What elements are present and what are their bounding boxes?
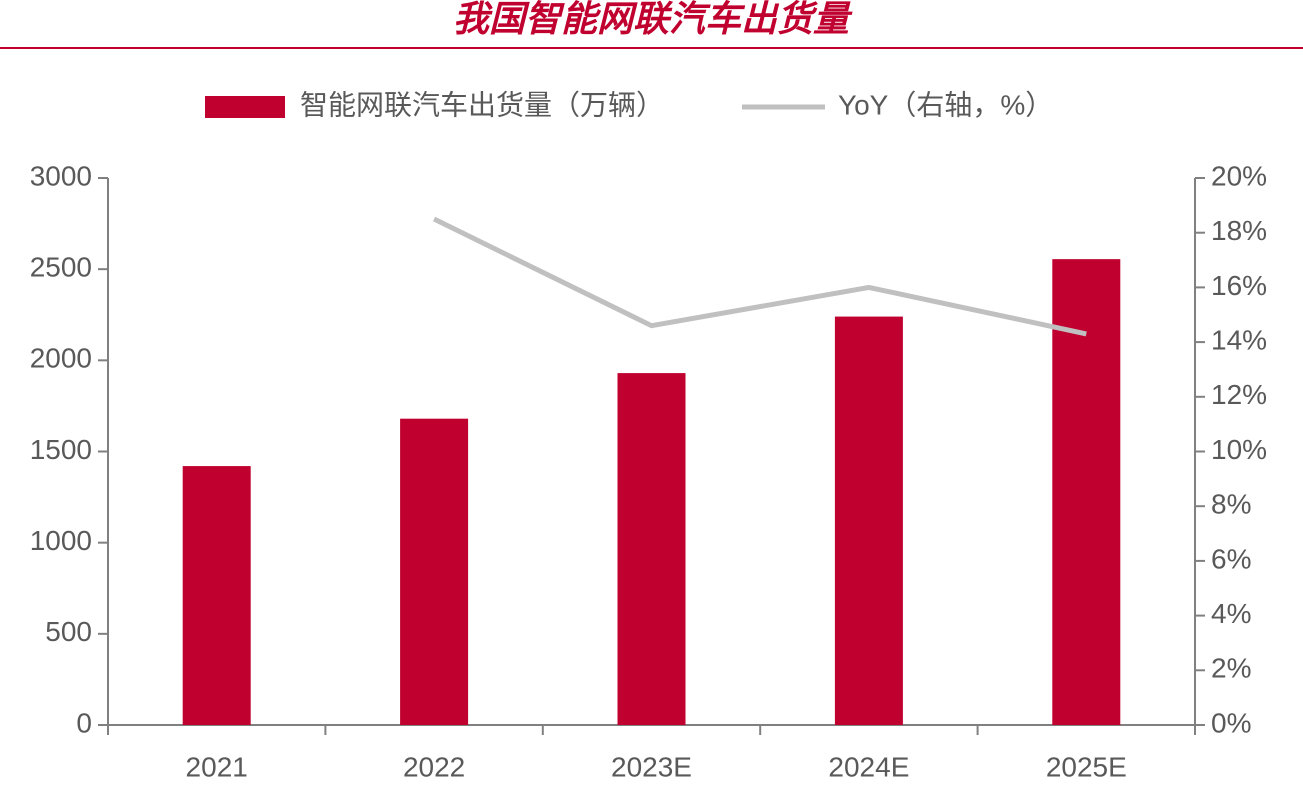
legend-label: YoY（右轴，%）: [838, 89, 1053, 120]
x-tick-label: 2025E: [1046, 751, 1127, 782]
y-tick-label: 500: [45, 616, 92, 647]
legend-label: 智能网联汽车出货量（万辆）: [300, 89, 664, 120]
y-tick-label: 2500: [30, 252, 92, 283]
chart-title: 我国智能网联汽车出货量: [453, 0, 853, 40]
line: [432, 216, 1087, 337]
y-tick-label: 3000: [30, 160, 92, 191]
y-tick-label: 1000: [30, 525, 92, 556]
x-tick-label: 2024E: [828, 751, 909, 782]
bar: [834, 316, 903, 725]
y2-tick-label: 6%: [1211, 543, 1251, 574]
y2-tick-label: 12%: [1211, 379, 1267, 410]
legend-swatch: [205, 96, 285, 118]
bar: [1052, 259, 1121, 725]
y2-tick-label: 0%: [1211, 707, 1251, 738]
y-tick-label: 0: [76, 707, 92, 738]
y2-tick-label: 18%: [1211, 215, 1267, 246]
x-tick-label: 2022: [403, 751, 465, 782]
y2-tick-label: 14%: [1211, 324, 1267, 355]
bar: [182, 466, 251, 725]
x-tick-label: 2021: [186, 751, 248, 782]
y2-tick-label: 20%: [1211, 160, 1267, 191]
y2-tick-label: 16%: [1211, 270, 1267, 301]
y2-tick-label: 2%: [1211, 653, 1251, 684]
y-tick-label: 1500: [30, 434, 92, 465]
bar: [400, 418, 469, 725]
y2-tick-label: 8%: [1211, 489, 1251, 520]
y-tick-label: 2000: [30, 343, 92, 374]
x-tick-label: 2023E: [611, 751, 692, 782]
y2-tick-label: 10%: [1211, 434, 1267, 465]
bar: [617, 373, 686, 725]
y2-tick-label: 4%: [1211, 598, 1251, 629]
